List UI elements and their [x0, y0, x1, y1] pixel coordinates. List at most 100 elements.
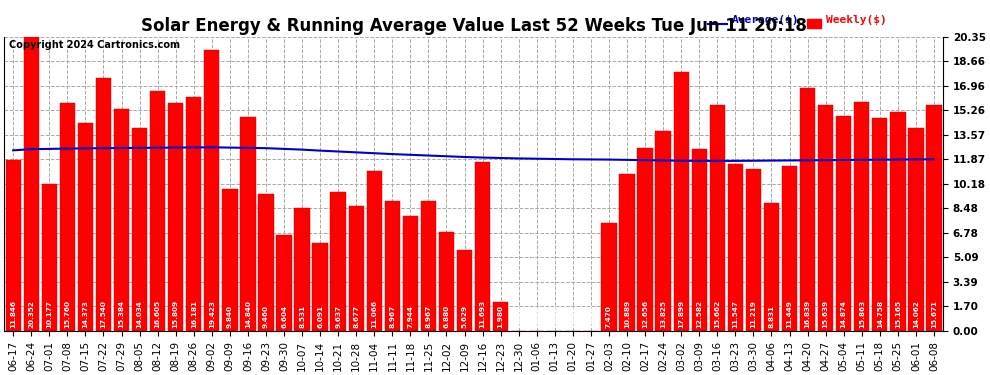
Bar	[78, 123, 93, 331]
Bar	[439, 231, 454, 331]
Text: 6.880: 6.880	[444, 305, 449, 328]
Text: 15.384: 15.384	[119, 300, 125, 328]
Bar	[276, 236, 292, 331]
Bar	[800, 88, 815, 331]
Text: 14.874: 14.874	[841, 300, 846, 328]
Text: 20.352: 20.352	[29, 300, 35, 328]
Text: 15.639: 15.639	[823, 300, 829, 328]
Bar	[927, 105, 941, 331]
Text: 7.944: 7.944	[408, 305, 414, 328]
Bar	[807, 20, 821, 28]
Text: 9.840: 9.840	[227, 305, 233, 328]
Text: 16.839: 16.839	[805, 300, 811, 328]
Bar	[601, 223, 617, 331]
Bar	[241, 117, 255, 331]
Text: 5.629: 5.629	[461, 305, 467, 328]
Text: 0.000: 0.000	[534, 305, 540, 328]
Text: 16.605: 16.605	[154, 300, 160, 328]
Bar	[258, 194, 273, 331]
Bar	[42, 184, 57, 331]
Bar	[24, 37, 39, 331]
Bar	[818, 105, 834, 331]
Text: 15.809: 15.809	[172, 300, 178, 328]
Bar	[132, 128, 148, 331]
Bar	[149, 91, 165, 331]
Text: Copyright 2024 Cartronics.com: Copyright 2024 Cartronics.com	[9, 40, 180, 50]
Bar	[782, 165, 797, 331]
Bar	[6, 160, 21, 331]
Text: 14.840: 14.840	[245, 300, 250, 328]
Bar	[294, 208, 310, 331]
Text: Average($): Average($)	[732, 15, 799, 25]
Text: 1.980: 1.980	[498, 305, 504, 328]
Text: 6.604: 6.604	[281, 305, 287, 328]
Bar	[728, 164, 743, 331]
Text: 0.000: 0.000	[551, 305, 557, 328]
Text: 17.540: 17.540	[100, 300, 107, 328]
Text: 14.373: 14.373	[82, 300, 88, 328]
Bar	[331, 192, 346, 331]
Bar	[890, 112, 906, 331]
Text: 11.449: 11.449	[786, 300, 793, 328]
Bar	[96, 78, 111, 331]
Bar	[313, 243, 328, 331]
Bar	[493, 302, 508, 331]
Text: 19.423: 19.423	[209, 300, 215, 328]
Bar	[456, 250, 472, 331]
Text: 14.758: 14.758	[877, 300, 883, 328]
Text: 11.066: 11.066	[371, 300, 377, 328]
Bar	[764, 203, 779, 331]
Bar	[59, 103, 75, 331]
Text: 15.671: 15.671	[931, 300, 937, 328]
Text: 9.460: 9.460	[263, 305, 269, 328]
Text: 15.165: 15.165	[895, 300, 901, 328]
Bar	[385, 201, 400, 331]
Text: 17.899: 17.899	[678, 300, 684, 328]
Bar	[222, 189, 238, 331]
Text: 8.531: 8.531	[299, 305, 305, 328]
Text: 0.000: 0.000	[516, 305, 522, 328]
Text: 11.547: 11.547	[733, 300, 739, 328]
Text: 7.470: 7.470	[606, 305, 612, 328]
Text: 11.846: 11.846	[10, 300, 16, 328]
Text: 11.219: 11.219	[750, 300, 756, 328]
Text: 14.034: 14.034	[137, 300, 143, 328]
Text: 12.582: 12.582	[696, 300, 702, 328]
Bar	[421, 201, 437, 331]
Bar	[348, 206, 364, 331]
Text: 9.637: 9.637	[336, 305, 342, 328]
Text: 13.825: 13.825	[660, 300, 666, 328]
Bar	[168, 102, 183, 331]
Text: 0.013: 0.013	[588, 305, 594, 328]
Text: 8.967: 8.967	[389, 305, 395, 328]
Text: 6.091: 6.091	[317, 305, 323, 328]
Bar	[655, 131, 671, 331]
Text: 8.677: 8.677	[353, 305, 359, 328]
Bar	[366, 171, 382, 331]
Bar	[186, 97, 201, 331]
Bar	[854, 102, 869, 331]
Text: 8.967: 8.967	[426, 305, 432, 328]
Bar	[204, 50, 220, 331]
Bar	[403, 216, 418, 331]
Text: 8.831: 8.831	[768, 305, 774, 328]
Text: 14.062: 14.062	[913, 300, 919, 328]
Text: 0.000: 0.000	[570, 305, 576, 328]
Text: 15.863: 15.863	[858, 300, 864, 328]
Bar	[710, 105, 725, 331]
Text: 16.181: 16.181	[191, 300, 197, 328]
Title: Solar Energy & Running Average Value Last 52 Weeks Tue Jun 11 20:18: Solar Energy & Running Average Value Las…	[141, 17, 807, 35]
Text: 10.889: 10.889	[624, 300, 630, 328]
Bar	[908, 128, 924, 331]
Bar	[745, 169, 761, 331]
Bar	[673, 72, 689, 331]
Text: 15.662: 15.662	[715, 300, 721, 328]
Bar	[872, 118, 887, 331]
Text: 10.177: 10.177	[47, 300, 52, 328]
Text: Weekly($): Weekly($)	[826, 15, 886, 25]
Bar	[692, 149, 707, 331]
Text: 15.760: 15.760	[64, 300, 70, 328]
Text: 12.656: 12.656	[643, 300, 648, 328]
Text: 11.693: 11.693	[479, 300, 486, 328]
Bar	[114, 109, 129, 331]
